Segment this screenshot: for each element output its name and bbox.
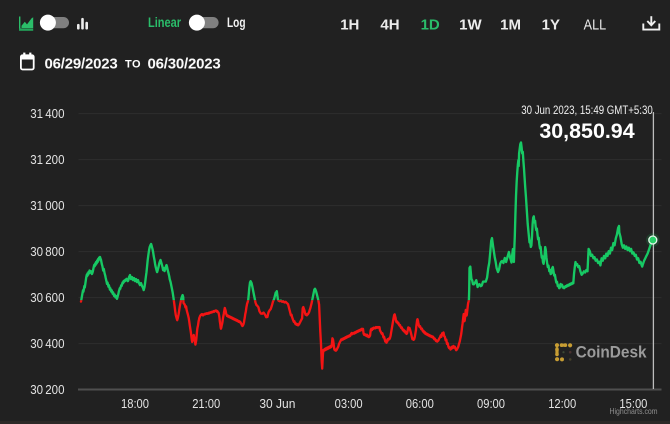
svg-text:30 400: 30 400 <box>30 336 64 351</box>
svg-text:4H: 4H <box>380 17 399 34</box>
svg-text:1W: 1W <box>459 17 482 34</box>
svg-text:15:00: 15:00 <box>619 396 647 411</box>
svg-text:1D: 1D <box>421 17 440 34</box>
svg-text:06:00: 06:00 <box>406 396 434 411</box>
svg-text:30 Jun: 30 Jun <box>259 396 295 411</box>
svg-text:30 200: 30 200 <box>30 382 64 397</box>
svg-text:12:00: 12:00 <box>548 396 576 411</box>
svg-text:30 Jun 2023, 15:49 GMT+5:30: 30 Jun 2023, 15:49 GMT+5:30 <box>521 105 653 117</box>
svg-text:TO: TO <box>125 59 141 71</box>
svg-text:18:00: 18:00 <box>121 396 149 411</box>
svg-text:21:00: 21:00 <box>192 396 220 411</box>
svg-text:Linear: Linear <box>148 14 181 30</box>
svg-text:CoinDesk: CoinDesk <box>576 342 647 361</box>
svg-text:31 000: 31 000 <box>30 198 64 213</box>
svg-text:30 600: 30 600 <box>30 290 64 305</box>
svg-text:ALL: ALL <box>584 17 607 34</box>
svg-text:30 800: 30 800 <box>30 244 64 259</box>
svg-text:09:00: 09:00 <box>477 396 505 411</box>
svg-text:Log: Log <box>227 14 246 30</box>
svg-text:1H: 1H <box>340 17 359 34</box>
svg-text:31 200: 31 200 <box>30 152 64 167</box>
svg-text:06/30/2023: 06/30/2023 <box>148 56 221 73</box>
svg-text:Highcharts.com: Highcharts.com <box>610 407 658 416</box>
svg-text:1M: 1M <box>500 17 521 34</box>
svg-text:06/29/2023: 06/29/2023 <box>45 56 118 73</box>
svg-text:1Y: 1Y <box>542 17 560 34</box>
svg-text:30,850.94: 30,850.94 <box>539 120 635 143</box>
svg-text:31 400: 31 400 <box>30 106 64 121</box>
svg-text:03:00: 03:00 <box>335 396 363 411</box>
